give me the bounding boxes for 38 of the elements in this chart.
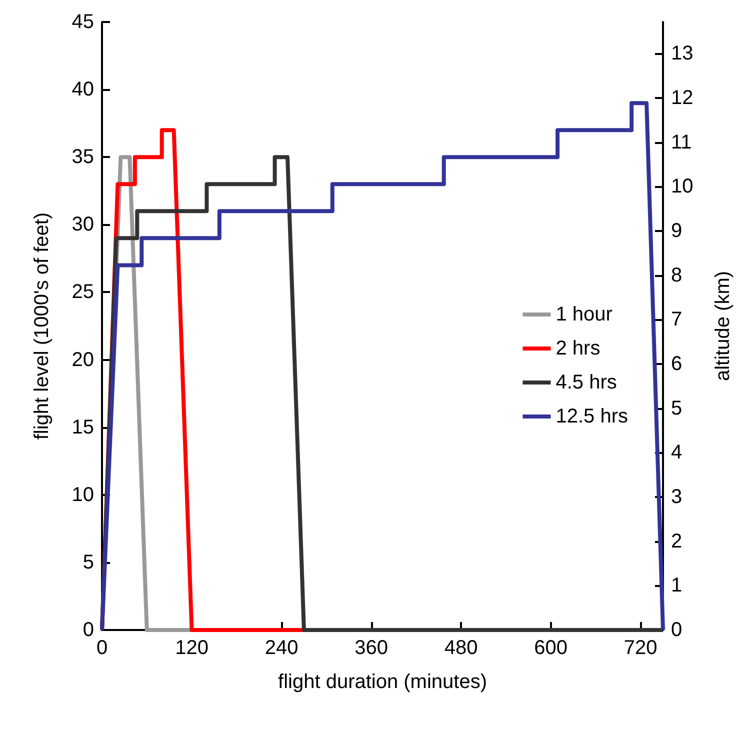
y-axis-title: flight level (1000's of feet) <box>31 212 53 440</box>
y2-tick-label: 1 <box>671 574 682 597</box>
x-tick-label: 0 <box>96 637 108 659</box>
y2-tick-label: 2 <box>671 530 682 552</box>
y2-tick-label: 4 <box>671 442 682 464</box>
y2-tick-label: 12 <box>671 87 694 110</box>
x-tick-label: 480 <box>444 637 478 659</box>
y2-tick-label: 0 <box>671 619 682 641</box>
x-tick-label: 720 <box>624 637 658 659</box>
y2-tick-label: 13 <box>671 42 694 65</box>
x-tick-label: 240 <box>264 637 298 659</box>
x-tick-label: 120 <box>175 637 208 659</box>
y-tick-label: 20 <box>72 348 94 371</box>
y2-tick-label: 11 <box>671 131 692 154</box>
x-tick-label: 600 <box>534 637 568 659</box>
y-tick-label: 0 <box>82 619 94 641</box>
y-tick-label: 45 <box>72 11 94 33</box>
y-tick-label: 5 <box>82 551 94 574</box>
y2-tick-label: 10 <box>671 176 694 198</box>
x-tick-label: 360 <box>354 637 388 659</box>
legend-label: 4.5 hrs <box>556 372 617 394</box>
y2-tick-label: 5 <box>671 397 682 420</box>
x-axis-title: flight duration (minutes) <box>278 671 487 693</box>
y2-tick-label: 8 <box>671 264 682 286</box>
legend-label: 12.5 hrs <box>556 406 628 428</box>
y-tick-label: 15 <box>72 416 94 438</box>
y-tick-label: 25 <box>72 281 94 304</box>
y-tick-label: 35 <box>72 146 94 168</box>
y2-tick-label: 7 <box>671 308 682 331</box>
legend-label: 2 hrs <box>556 338 600 360</box>
y-tick-label: 10 <box>72 484 94 506</box>
y2-tick-label: 3 <box>671 486 682 508</box>
y2-axis-title: altitude (km) <box>712 270 734 382</box>
y-tick-label: 40 <box>72 78 94 101</box>
legend-label: 1 hour <box>556 304 613 326</box>
y-tick-label: 30 <box>72 214 94 236</box>
y2-tick-label: 6 <box>671 353 682 376</box>
y2-tick-label: 9 <box>671 220 682 242</box>
